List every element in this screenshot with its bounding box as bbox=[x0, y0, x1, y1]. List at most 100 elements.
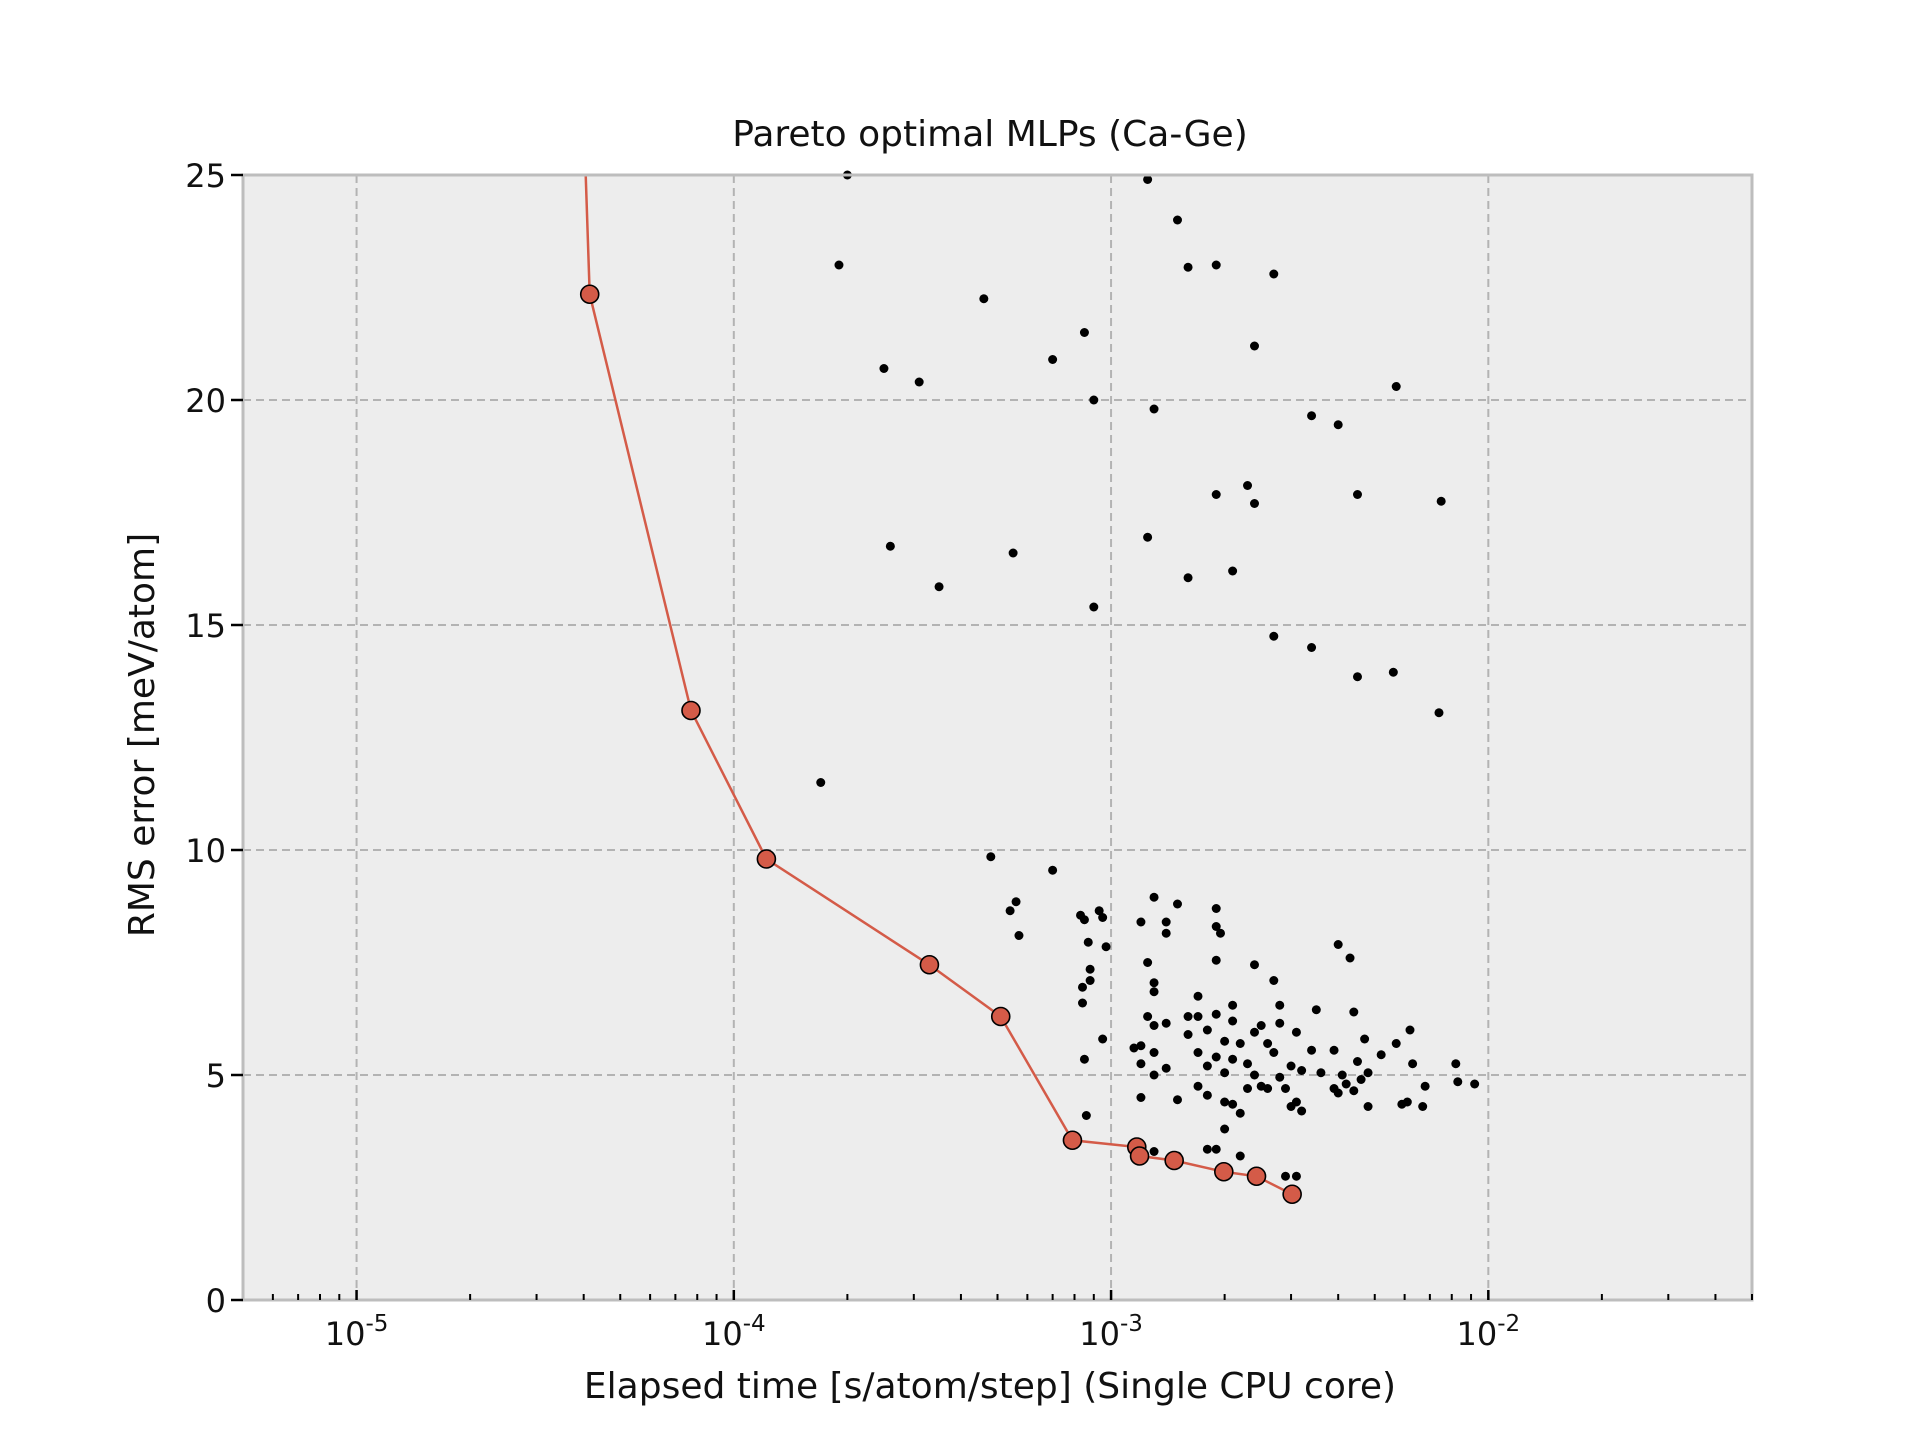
scatter-point bbox=[1098, 913, 1107, 922]
scatter-point bbox=[1089, 396, 1098, 405]
scatter-point bbox=[1360, 1035, 1369, 1044]
scatter-point bbox=[1212, 956, 1221, 965]
scatter-point bbox=[1203, 1062, 1212, 1071]
scatter-point bbox=[1228, 1055, 1237, 1064]
pareto-point bbox=[1283, 1185, 1301, 1203]
scatter-point bbox=[1194, 1012, 1203, 1021]
scatter-point bbox=[1129, 1044, 1138, 1053]
scatter-point bbox=[1162, 1019, 1171, 1028]
scatter-point bbox=[1257, 1021, 1266, 1030]
pareto-point bbox=[757, 850, 775, 868]
scatter-point bbox=[1212, 1145, 1221, 1154]
x-tick-exponent: -5 bbox=[365, 1311, 388, 1337]
pareto-point bbox=[581, 285, 599, 303]
scatter-point bbox=[1150, 1048, 1159, 1057]
scatter-point bbox=[1184, 1012, 1193, 1021]
scatter-point bbox=[1346, 954, 1355, 963]
scatter-point bbox=[1080, 328, 1089, 337]
scatter-point bbox=[1403, 1098, 1412, 1107]
pareto-point bbox=[1131, 1147, 1149, 1165]
scatter-point bbox=[1392, 382, 1401, 391]
scatter-point bbox=[1084, 938, 1093, 947]
scatter-point bbox=[1212, 1010, 1221, 1019]
x-tick-label: 10-2 bbox=[1456, 1311, 1520, 1353]
scatter-point bbox=[1236, 1039, 1245, 1048]
scatter-point bbox=[1269, 632, 1278, 641]
pareto-point bbox=[1215, 1163, 1233, 1181]
scatter-point bbox=[1316, 1068, 1325, 1077]
scatter-point bbox=[1136, 1059, 1145, 1068]
scatter-point bbox=[1143, 1012, 1152, 1021]
scatter-point bbox=[1353, 1057, 1362, 1066]
y-tick-label: 10 bbox=[185, 832, 226, 870]
scatter-point bbox=[1203, 1091, 1212, 1100]
scatter-point bbox=[834, 261, 843, 270]
scatter-point bbox=[1228, 1100, 1237, 1109]
scatter-point bbox=[1434, 708, 1443, 717]
scatter-point bbox=[1353, 672, 1362, 681]
scatter-point bbox=[1269, 270, 1278, 279]
x-tick-label: 10-5 bbox=[325, 1311, 389, 1353]
scatter-point bbox=[1048, 866, 1057, 875]
scatter-point bbox=[1334, 940, 1343, 949]
scatter-point bbox=[1307, 411, 1316, 420]
scatter-point bbox=[1287, 1062, 1296, 1071]
x-tick-base: 10 bbox=[325, 1315, 366, 1353]
scatter-point bbox=[1263, 1039, 1272, 1048]
scatter-point bbox=[1220, 1098, 1229, 1107]
scatter-point bbox=[1089, 603, 1098, 612]
scatter-point bbox=[1143, 958, 1152, 967]
scatter-point bbox=[1150, 987, 1159, 996]
scatter-point bbox=[1080, 1055, 1089, 1064]
scatter-point bbox=[1220, 1068, 1229, 1077]
scatter-point bbox=[1098, 1035, 1107, 1044]
scatter-point bbox=[1297, 1066, 1306, 1075]
scatter-point bbox=[1421, 1082, 1430, 1091]
scatter-point bbox=[1048, 355, 1057, 364]
scatter-point bbox=[1250, 342, 1259, 351]
scatter-point bbox=[1150, 1071, 1159, 1080]
scatter-point bbox=[1102, 942, 1111, 951]
x-tick-label: 10-3 bbox=[1079, 1311, 1143, 1353]
scatter-point bbox=[1453, 1077, 1462, 1086]
scatter-point bbox=[1009, 549, 1018, 558]
scatter-point bbox=[1150, 405, 1159, 414]
scatter-point bbox=[1162, 1064, 1171, 1073]
scatter-point bbox=[1086, 965, 1095, 974]
scatter-point bbox=[1078, 999, 1087, 1008]
scatter-point bbox=[1194, 992, 1203, 1001]
scatter-point bbox=[1173, 216, 1182, 225]
plot-area-background bbox=[243, 175, 1752, 1300]
scatter-point bbox=[1353, 490, 1362, 499]
scatter-point bbox=[1203, 1026, 1212, 1035]
scatter-point bbox=[1292, 1098, 1301, 1107]
scatter-point bbox=[1150, 1021, 1159, 1030]
scatter-point bbox=[1194, 1082, 1203, 1091]
scatter-point bbox=[1312, 1005, 1321, 1014]
scatter-point bbox=[816, 778, 825, 787]
scatter-point bbox=[1212, 904, 1221, 913]
x-tick-exponent: -2 bbox=[1497, 1311, 1520, 1337]
y-axis-label: RMS error [meV/atom] bbox=[122, 533, 163, 937]
scatter-point bbox=[1334, 420, 1343, 429]
scatter-point bbox=[1080, 915, 1089, 924]
scatter-point bbox=[1184, 573, 1193, 582]
scatter-point bbox=[1143, 533, 1152, 542]
scatter-point bbox=[1275, 1073, 1284, 1082]
scatter-point bbox=[1269, 976, 1278, 985]
scatter-point bbox=[1194, 1048, 1203, 1057]
scatter-point bbox=[1136, 918, 1145, 927]
scatter-point bbox=[1292, 1028, 1301, 1037]
scatter-point bbox=[1451, 1059, 1460, 1068]
scatter-point bbox=[1184, 1030, 1193, 1039]
scatter-point bbox=[1014, 931, 1023, 940]
scatter-point bbox=[1307, 643, 1316, 652]
scatter-point bbox=[1212, 1053, 1221, 1062]
scatter-point bbox=[1437, 497, 1446, 506]
x-axis-label: Elapsed time [s/atom/step] (Single CPU c… bbox=[584, 1366, 1396, 1407]
y-tick-label: 15 bbox=[185, 607, 226, 645]
scatter-point bbox=[1136, 1093, 1145, 1102]
pareto-point bbox=[1165, 1152, 1183, 1170]
scatter-point bbox=[1220, 1037, 1229, 1046]
scatter-point bbox=[1162, 929, 1171, 938]
